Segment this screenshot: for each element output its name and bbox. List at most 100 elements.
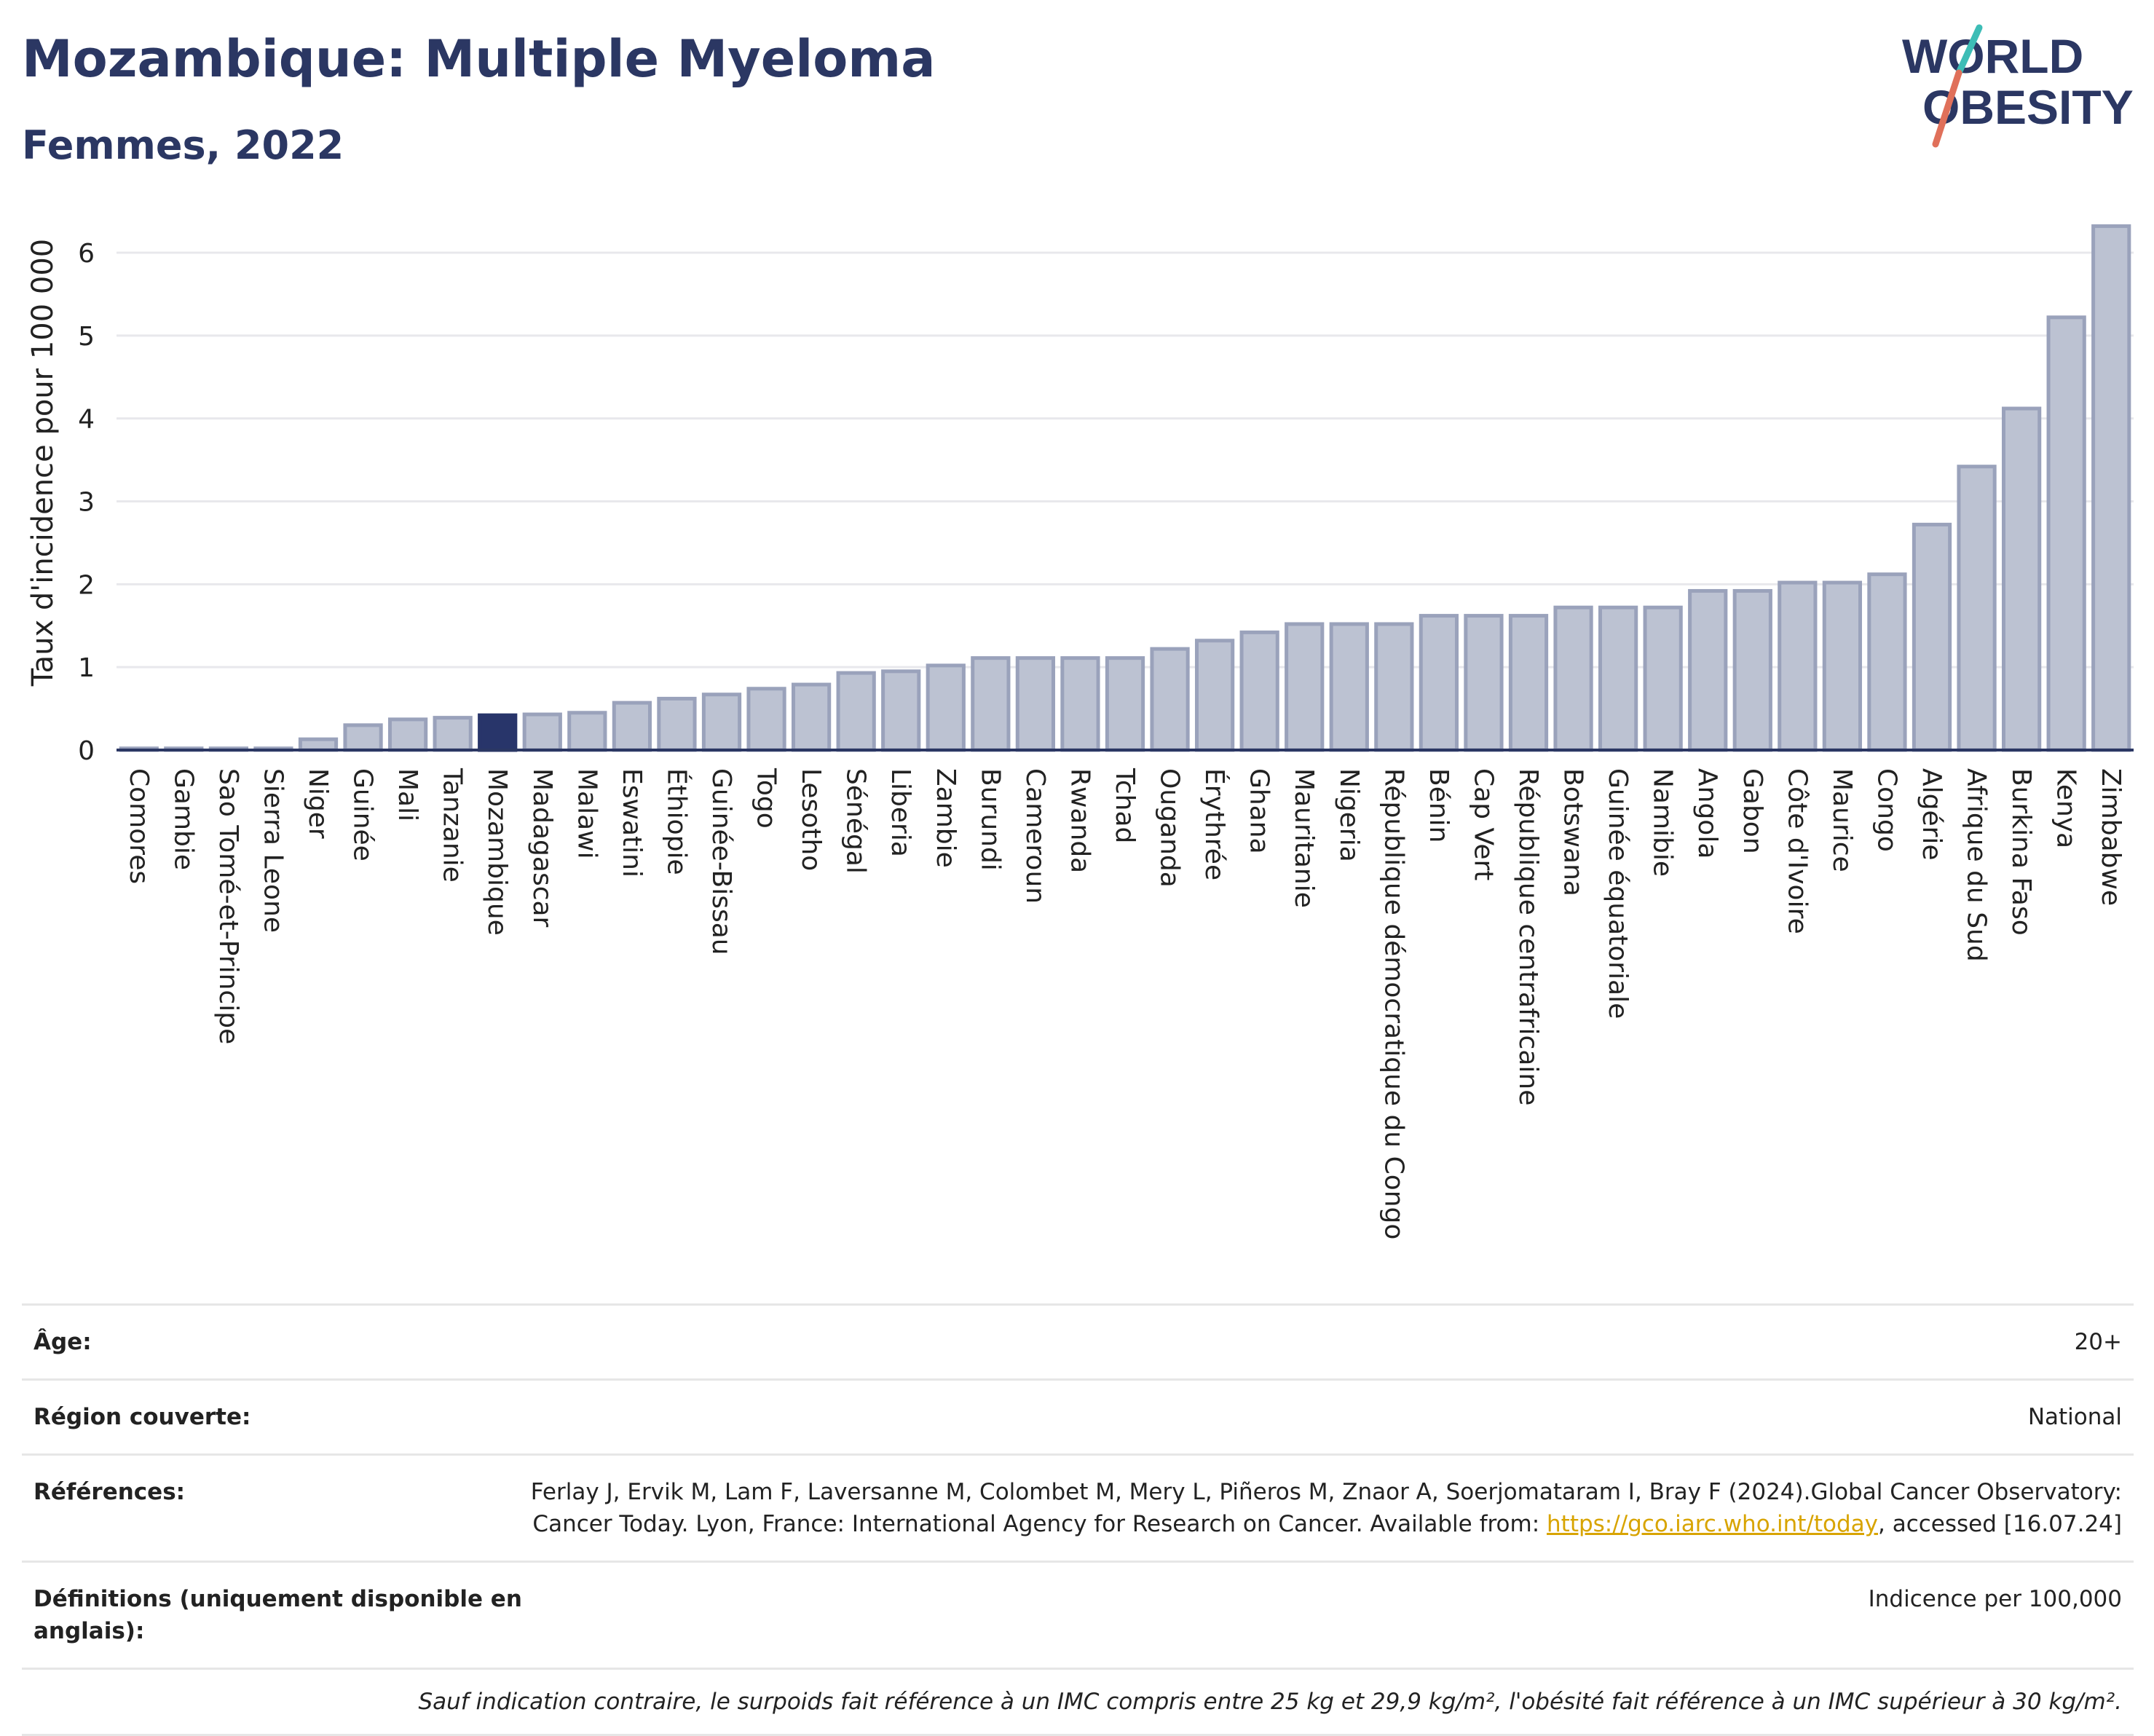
- references-text: Ferlay J, Ervik M, Lam F, Laversanne M, …: [530, 1479, 2122, 1537]
- bar: [1688, 588, 1728, 752]
- bar: [657, 696, 697, 752]
- logo-slash-teal: [1955, 24, 1983, 76]
- bar: [1732, 588, 1772, 752]
- x-tick-label: Mauritanie: [1289, 768, 1319, 908]
- bar: [1867, 572, 1907, 752]
- x-tick-label: Guinée équatoriale: [1603, 768, 1633, 1019]
- chart-title: Mozambique: Multiple Myeloma: [22, 29, 936, 89]
- bar: [836, 671, 876, 752]
- bar: [1239, 630, 1279, 752]
- x-tick-label: Rwanda: [1065, 768, 1094, 873]
- x-tick-label: Zimbabwe: [2096, 768, 2126, 906]
- bar: [1822, 580, 1863, 752]
- x-tick-label: République démocratique du Congo: [1378, 768, 1408, 1239]
- bar: [298, 737, 339, 752]
- region-value: National: [2027, 1404, 2122, 1430]
- x-tick-label: Ghana: [1244, 768, 1274, 854]
- logo-line1: WORLD: [1902, 29, 2083, 83]
- bar: [433, 716, 473, 752]
- x-tick-label: Congo: [1871, 768, 1901, 852]
- x-tick-label: Cameroun: [1020, 768, 1050, 904]
- x-tick-label: Namibie: [1648, 768, 1678, 877]
- references-value: Ferlay J, Ervik M, Lam F, Laversanne M, …: [529, 1476, 2122, 1540]
- bar: [478, 713, 518, 752]
- chart-subtitle: Femmes, 2022: [22, 122, 344, 168]
- x-tick-label: Zambie: [931, 768, 960, 868]
- bar: [1060, 656, 1100, 752]
- x-tick-label: Nigeria: [1334, 768, 1364, 862]
- y-tick-label: 5: [78, 322, 95, 352]
- x-tick-label: Sierra Leone: [258, 768, 288, 933]
- bar: [1508, 614, 1549, 752]
- x-tick-label: Guinée: [348, 768, 378, 861]
- x-tick-label: Malawi: [572, 768, 601, 859]
- x-tick-label: Tanzanie: [438, 768, 468, 883]
- x-tick-label: Kenya: [2051, 768, 2081, 848]
- bar: [612, 701, 652, 752]
- y-tick-label: 0: [78, 736, 95, 766]
- bar: [1912, 522, 1952, 752]
- age-value: 20+: [2074, 1329, 2122, 1355]
- x-tick-label: Érythrée: [1199, 768, 1230, 880]
- bar: [1643, 605, 1683, 752]
- references-link[interactable]: https://gco.iarc.who.int/today: [1547, 1511, 1878, 1537]
- x-tick-label: Gambie: [168, 768, 198, 870]
- x-tick-label: Éthiopie: [661, 768, 692, 875]
- logo-line2: OBESITY: [1922, 80, 2134, 134]
- y-tick-label: 6: [78, 239, 95, 269]
- metadata-table: Âge: 20+ Région couverte: National Référ…: [22, 1303, 2134, 1736]
- region-label: Région couverte:: [33, 1404, 251, 1430]
- meta-row-region: Région couverte: National: [22, 1378, 2134, 1453]
- x-tick-label: Ouganda: [1155, 768, 1185, 888]
- x-tick-label: Liberia: [885, 768, 915, 857]
- bar: [1419, 614, 1459, 752]
- bar: [2046, 315, 2086, 752]
- x-tick-label: Botswana: [1558, 768, 1588, 896]
- bar: [1957, 465, 1997, 752]
- bar: [1329, 622, 1369, 752]
- bar: [1778, 580, 1818, 752]
- x-tick-label: Algérie: [1917, 768, 1946, 861]
- meta-row-references: Références: Ferlay J, Ervik M, Lam F, La…: [22, 1453, 2134, 1561]
- x-tick-label: Mali: [392, 768, 422, 821]
- bar: [1285, 622, 1325, 752]
- x-tick-label: Togo: [751, 768, 781, 829]
- definitions-value: Indicence per 100,000: [1868, 1586, 2122, 1612]
- meta-row-age: Âge: 20+: [22, 1303, 2134, 1378]
- bar: [881, 669, 921, 752]
- bar: [1150, 647, 1190, 752]
- bar: [1015, 656, 1056, 752]
- x-tick-label: Lesotho: [796, 768, 826, 871]
- bar: [1553, 605, 1593, 752]
- x-tick-label: Angola: [1692, 768, 1722, 859]
- x-tick-label: Sénégal: [841, 768, 871, 874]
- x-tick-label: Madagascar: [527, 768, 557, 928]
- y-tick-label: 3: [78, 488, 95, 518]
- x-tick-label: Tchad: [1110, 768, 1140, 843]
- x-tick-label: Maurice: [1827, 768, 1857, 872]
- y-tick-label: 1: [78, 653, 95, 683]
- world-obesity-logo: WORLD OBESITY: [1902, 24, 2134, 148]
- bar: [926, 663, 966, 752]
- references-accessed: , accessed [16.07.24]: [1877, 1511, 2122, 1537]
- bar: [791, 682, 832, 752]
- x-tick-label: Guinée-Bissau: [706, 768, 736, 955]
- y-axis-label: Taux d'incidence pour 100 000: [26, 239, 60, 687]
- x-tick-label: Eswatini: [617, 768, 647, 877]
- y-tick-label: 2: [78, 570, 95, 600]
- logo-slash-red: [1932, 69, 1962, 148]
- references-label: Références:: [33, 1479, 186, 1505]
- x-tick-label: Burundi: [975, 768, 1005, 871]
- bar: [2091, 224, 2131, 752]
- x-tick-label: Bénin: [1424, 768, 1453, 843]
- x-tick-label: Mozambique: [482, 768, 512, 936]
- x-tick-label: République centrafricaine: [1513, 768, 1543, 1105]
- bar: [971, 656, 1011, 752]
- bar: [1194, 639, 1235, 752]
- bar: [387, 717, 428, 752]
- bar: [1105, 656, 1145, 752]
- x-tick-label: Niger: [303, 768, 333, 839]
- meta-row-definitions: Définitions (uniquement disponible en an…: [22, 1561, 2134, 1668]
- x-tick-label: Comores: [124, 768, 154, 884]
- x-tick-label: Sao Tomé-et-Principe: [213, 768, 243, 1044]
